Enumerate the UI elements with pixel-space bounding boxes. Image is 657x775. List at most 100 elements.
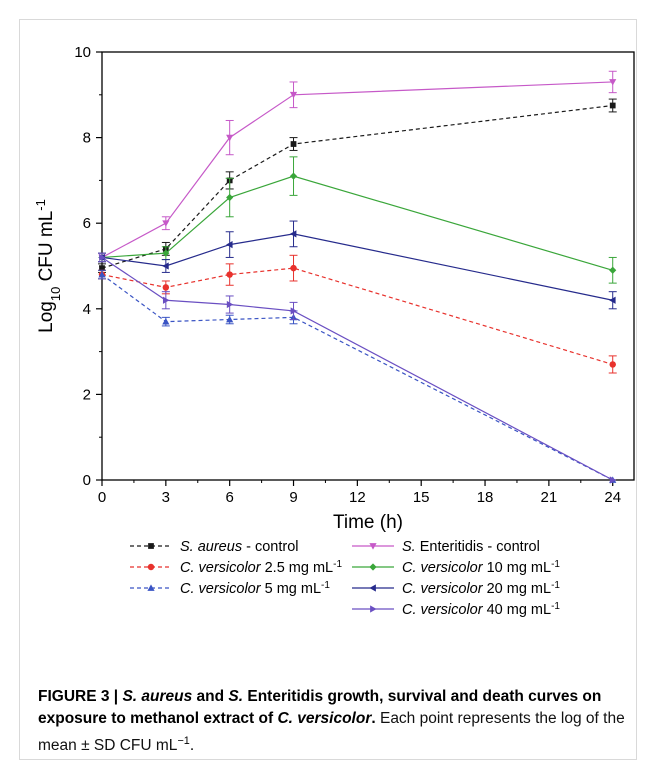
caption-body-end: . [189,737,195,755]
legend-label-italic: C. versicolor [402,560,484,576]
legend-marker [148,543,154,549]
data-point-cv25 [609,361,616,368]
legend-label: S. aureus - control [180,539,299,555]
legend-label-italic: C. versicolor [402,581,484,597]
series-sa [98,98,617,273]
series-line-se [101,81,613,258]
data-point-sa [99,265,105,272]
caption-title-part: and [192,688,229,705]
y-tick-label: 0 [83,472,91,489]
legend-label-sup: -1 [551,601,560,612]
legend-label: C. versicolor 2.5 mg mL-1 [180,559,342,577]
legend-label-sup: -1 [551,559,560,570]
y-tick-label: 8 [83,130,91,147]
series-cv5 [98,269,617,483]
data-point-cv40 [99,253,106,262]
data-point-cv10 [289,172,298,180]
legend-marker [147,563,155,571]
x-axis-label: Time (h) [333,512,403,533]
data-point-cv20 [226,241,233,249]
y-tick-label: 10 [74,44,91,61]
y-label-rest: CFU mL [36,211,57,287]
series-cv40 [98,252,617,484]
legend-label-rest: 40 mg mL [483,602,552,618]
data-point-cv20 [289,230,297,238]
chart-axes [101,51,635,481]
legend-marker [369,563,377,571]
data-point-sa [290,141,297,147]
legend-item-cv5: C. versicolor 5 mg mL-1 [130,580,330,598]
x-tick-label: 15 [413,489,430,506]
legend-item-cv20: C. versicolor 20 mg mL-1 [352,580,560,598]
legend-marker [370,605,377,613]
data-point-cv5 [162,318,170,325]
caption-body-sup: −1 [177,735,190,747]
data-point-se [162,220,170,227]
caption-title-part: S. aureus [122,688,193,705]
data-point-cv10 [226,193,234,202]
data-point-cv40 [290,307,298,315]
series-cv20 [98,220,617,310]
legend-label: C. versicolor 20 mg mL-1 [402,580,560,598]
data-point-cv40 [226,300,234,309]
x-tick-label: 18 [477,489,494,506]
series-cv10 [98,156,617,284]
data-point-cv25 [226,271,233,278]
data-point-sa [609,102,616,109]
caption-title: S. aureus and S. Enteritidis growth, sur… [38,688,601,727]
legend-label-rest: 20 mg mL [483,581,552,597]
caption-label: FIGURE 3 | [38,688,123,705]
caption-title-part: . [371,710,376,727]
legend-marker [147,584,155,591]
legend-item-cv40: C. versicolor 40 mg mL-1 [352,601,560,619]
legend-label-sup: -1 [551,580,560,591]
series-line-cv5 [101,274,613,481]
x-tick-label: 3 [162,489,170,506]
series-se [98,70,617,263]
data-point-cv5 [226,315,234,323]
legend-marker [369,584,376,592]
legend-label: C. versicolor 40 mg mL-1 [402,601,560,619]
plot-frame [101,51,635,481]
x-tick-label: 9 [289,489,297,506]
y-label-sup: -1 [33,199,48,211]
data-point-se [609,79,617,86]
series-layer [98,70,617,484]
data-point-cv10 [609,266,617,274]
caption-title-part: Enteritidis growth, survival and death c… [38,688,602,727]
legend-item-se: S. Enteritidis - control [352,539,540,555]
legend-label-rest: - control [242,539,298,555]
legend-label-rest: 5 mg mL [261,581,321,597]
x-tick-label: 12 [349,489,366,506]
data-point-cv25 [290,264,297,272]
legend-label-rest: Enteritidis - control [416,539,540,555]
y-label-sub: 10 [48,287,63,301]
legend-label-italic: C. versicolor [180,560,262,576]
legend-label: C. versicolor 5 mg mL-1 [180,580,330,598]
data-point-cv25 [162,284,170,291]
data-point-cv5 [98,270,106,278]
x-tick-label: 6 [226,489,234,506]
figure-caption: FIGURE 3 | S. aureus and S. Enteritidis … [38,686,628,757]
chart-legend: S. aureus - control S. Enteritidis - cont… [130,539,560,618]
series-line-cv20 [101,233,613,301]
series-line-cv40 [101,256,614,481]
legend-label-sup: -1 [333,559,342,570]
data-point-se [226,134,234,142]
data-point-cv10 [162,249,170,257]
series-line-cv25 [101,267,613,366]
figure-frame [19,19,637,760]
legend-label-italic: S. aureus [180,539,242,555]
data-point-se [289,91,298,99]
caption-title-part: S. [228,688,244,705]
legend-label-italic: S. [402,539,416,555]
y-label-base: Log [36,301,57,333]
legend-label-rest: 2.5 mg mL [261,560,334,576]
legend-item-sa: S. aureus - control [130,539,299,555]
series-line-sa [101,104,613,269]
legend-label-sup: -1 [321,580,330,591]
legend-label-italic: C. versicolor [402,602,484,618]
data-point-cv20 [162,262,169,270]
